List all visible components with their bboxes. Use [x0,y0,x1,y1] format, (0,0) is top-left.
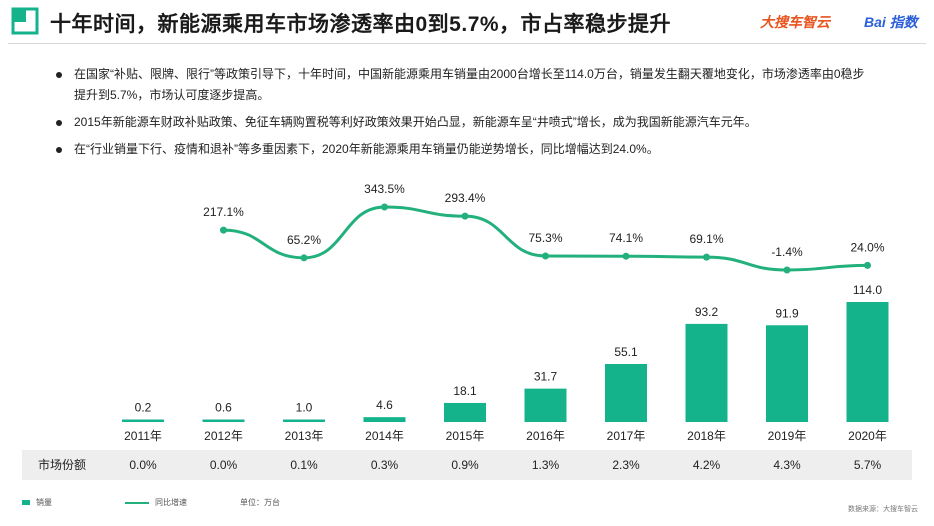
x-tick-label: 2011年 [124,429,162,443]
market-share-value: 0.1% [290,458,318,472]
summary-bullets: 在国家“补贴、限牌、限行”等政策引导下，十年时间，中国新能源乘用车销量由2000… [56,64,876,166]
brand-logo-dasouche: 大搜车智云 [760,14,830,30]
growth-rate-label: 65.2% [287,233,321,247]
market-share-value: 0.9% [451,458,479,472]
bar-value-label: 18.1 [453,384,477,398]
bar-value-label: 55.1 [614,345,638,359]
market-share-value: 2.3% [612,458,640,472]
logo-icon [11,7,39,35]
growth-rate-point [381,203,388,211]
x-tick-label: 2013年 [285,429,324,443]
x-tick-label: 2020年 [848,429,887,443]
growth-rate-point [622,252,630,260]
growth-rate-point [864,261,871,269]
x-tick-label: 2012年 [204,429,243,443]
growth-rate-label: 24.0% [850,240,884,254]
bar-value-label: 4.6 [376,398,393,412]
sales-bar [202,419,245,422]
growth-rate-point [461,212,469,220]
growth-rate-point [542,252,549,260]
sales-bar [122,419,164,422]
growth-rate-label: 69.1% [689,232,723,246]
growth-rate-point [703,253,710,261]
bar-value-label: 1.0 [296,401,313,415]
page-title: 十年时间，新能源乘用车市场渗透率由0到5.7%，市占率稳步提升 [50,13,672,36]
x-tick-label: 2015年 [446,429,485,443]
bar-value-label: 0.6 [215,401,232,415]
growth-rate-label: 75.3% [528,231,562,245]
title-divider [8,43,926,44]
brand-logo-baidu-index: Bai 指数 [864,14,918,30]
bar-value-label: 31.7 [534,370,558,384]
growth-rate-label: 217.1% [203,205,244,219]
growth-rate-label: -1.4% [771,245,803,259]
market-share-value: 4.2% [693,458,721,472]
legend-sales: 销量 [22,497,52,508]
market-share-value: 4.3% [773,458,801,472]
growth-rate-label: 343.5% [364,182,405,196]
bullet-item: 在“行业销量下行、疫情和退补”等多重因素下，2020年新能源乘用车销量仍能逆势增… [56,139,876,160]
sales-bar [846,302,889,422]
bar-value-label: 114.0 [853,283,882,297]
growth-rate-point [783,266,791,274]
unit-label: 单位：万台 [240,498,280,507]
x-tick-label: 2019年 [768,429,807,443]
legend-growth: 同比增速 [125,497,187,508]
sales-bar [444,402,486,422]
x-tick-label: 2016年 [526,429,565,443]
market-share-row-label: 市场份额 [38,457,86,472]
growth-rate-line [223,205,868,272]
sales-bar [363,417,406,422]
market-share-band [22,450,912,480]
sales-bar [766,325,808,422]
growth-rate-point [220,226,227,234]
sales-bar [283,419,325,422]
sales-bar [605,364,647,422]
bar-value-label: 91.9 [775,306,799,320]
market-share-value: 0.0% [129,458,157,472]
bullet-item: 2015年新能源车财政补贴政策、免征车辆购置税等利好政策效果开始凸显，新能源车呈… [56,112,876,133]
x-tick-label: 2018年 [687,429,726,443]
x-tick-label: 2017年 [607,429,646,443]
sales-bar [524,388,567,422]
growth-rate-label: 74.1% [609,231,643,245]
market-share-value: 1.3% [532,458,560,472]
market-share-value: 0.3% [371,458,399,472]
x-tick-label: 2014年 [365,429,404,443]
market-share-value: 0.0% [210,458,238,472]
source-note: 数据来源：大搜车智云 [848,506,918,513]
bullet-item: 在国家“补贴、限牌、限行”等政策引导下，十年时间，中国新能源乘用车销量由2000… [56,64,876,106]
legend-bar-swatch-icon [22,500,30,505]
sales-bar [685,323,728,422]
market-share-value: 5.7% [854,458,882,472]
bar-value-label: 93.2 [695,305,719,319]
legend-line-swatch-icon [125,501,149,504]
growth-rate-label: 293.4% [445,191,486,205]
bar-value-label: 0.2 [135,401,152,415]
growth-rate-point [300,254,308,262]
